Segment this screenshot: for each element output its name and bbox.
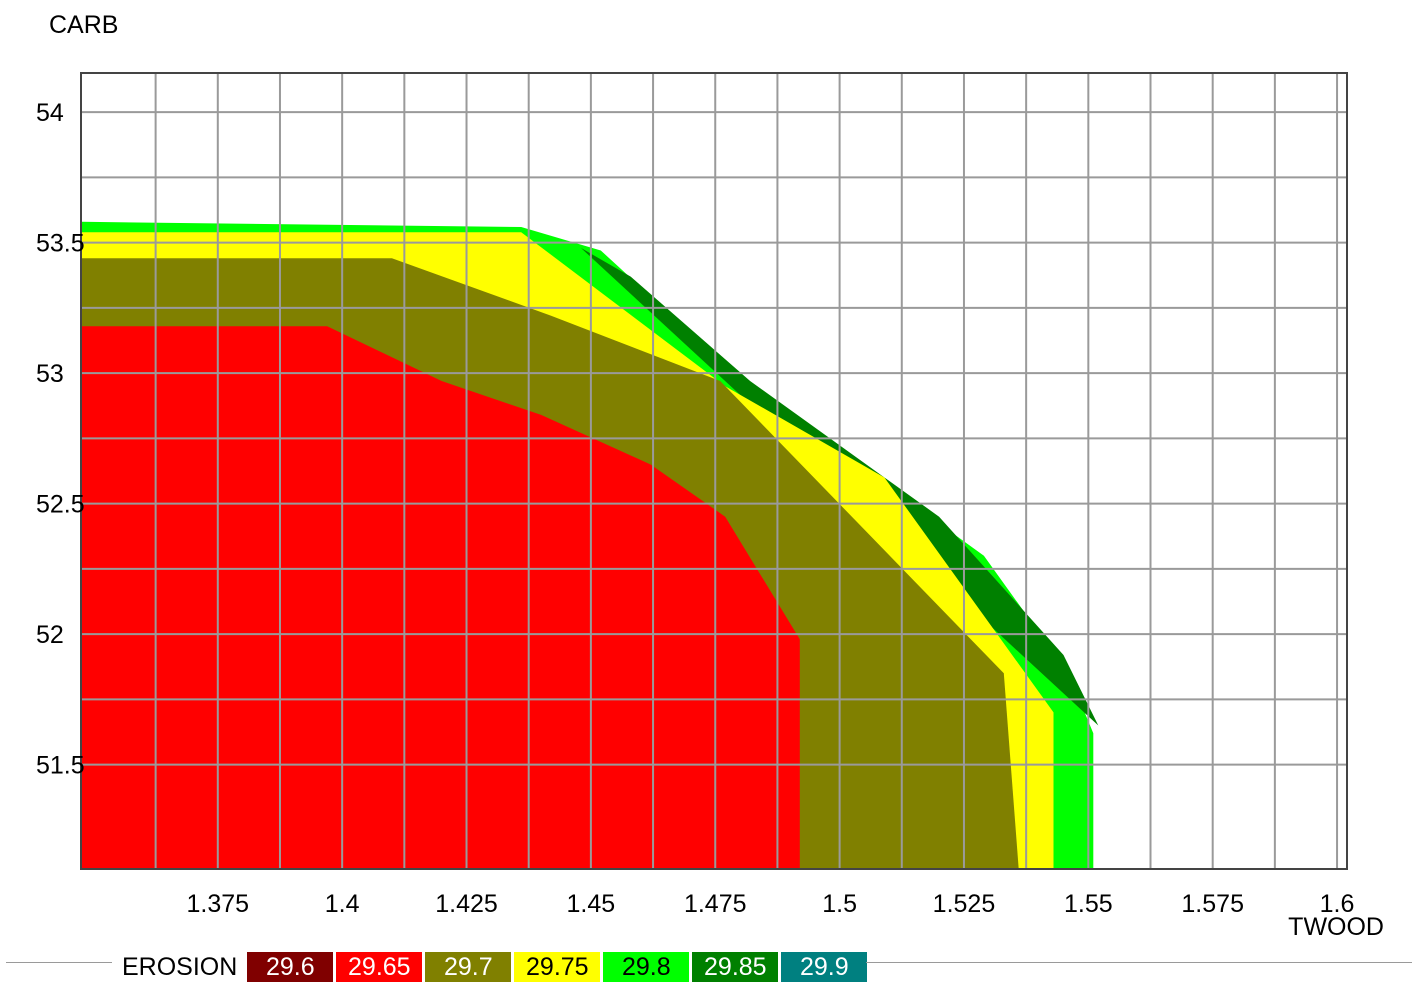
x-tick-label: 1.55 — [1064, 890, 1113, 918]
y-tick-label: 54 — [36, 99, 64, 127]
plot-frame — [80, 72, 1348, 870]
legend-swatch: 29.8 — [603, 952, 690, 982]
legend: EROSION 29.6 29.65 29.7 29.75 29.8 29.85 29.9 — [112, 947, 870, 987]
x-tick-label: 1.45 — [567, 890, 616, 918]
x-tick-label: 1.525 — [933, 890, 996, 918]
contour-region-29-65 — [81, 326, 800, 869]
x-tick-label: 1.5 — [822, 890, 857, 918]
y-tick-label: 53.5 — [36, 230, 85, 258]
legend-title: EROSION — [122, 952, 238, 981]
x-tick-label: 1.475 — [684, 890, 747, 918]
x-tick-label: 1.575 — [1181, 890, 1244, 918]
separator-line-left — [6, 962, 112, 963]
y-axis-label: CARB — [49, 11, 118, 39]
legend-swatch: 29.75 — [514, 952, 601, 982]
legend-swatch: 29.6 — [247, 952, 334, 982]
separator-line-right — [866, 962, 1412, 963]
legend-swatch: 29.85 — [692, 952, 779, 982]
y-tick-label: 52 — [36, 621, 64, 649]
contour-chart: CARB 1.375 1.4 1.425 1.45 1.475 1.5 1.525 1.55 1… — [36, 11, 1384, 941]
y-tick-label: 53 — [36, 360, 64, 388]
y-tick-label: 52.5 — [36, 491, 85, 519]
legend-swatch: 29.7 — [425, 952, 512, 982]
x-tick-label: 1.6 — [1320, 890, 1355, 918]
legend-swatch: 29.9 — [781, 952, 868, 982]
x-tick-label: 1.4 — [325, 890, 360, 918]
x-tick-label: 1.425 — [435, 890, 498, 918]
y-tick-label: 51.5 — [36, 752, 85, 780]
x-axis-label: TWOOD — [1288, 913, 1384, 941]
x-tick-label: 1.375 — [187, 890, 250, 918]
legend-swatch: 29.65 — [336, 952, 423, 982]
